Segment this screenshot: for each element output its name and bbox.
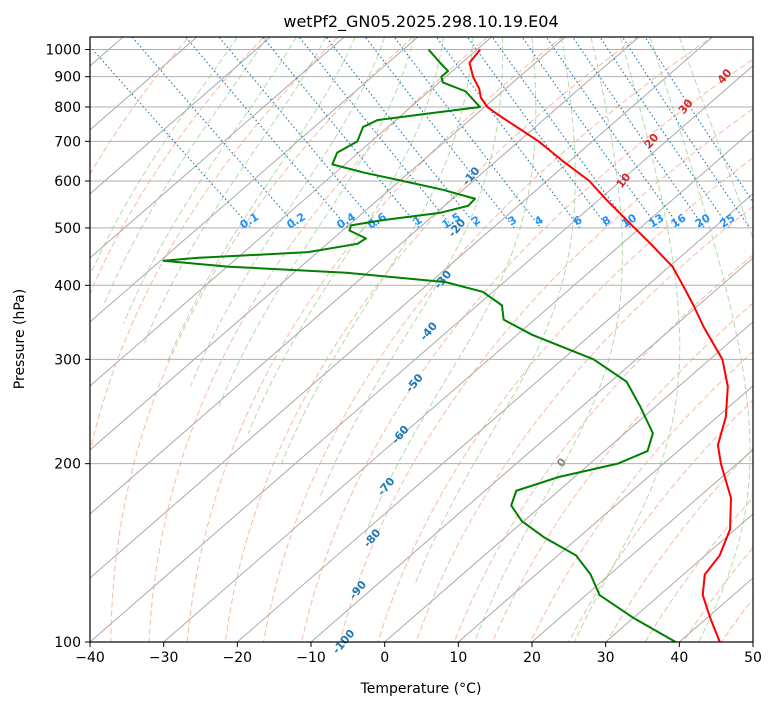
x-tick-label: 0 xyxy=(380,650,389,666)
y-tick-label: 700 xyxy=(54,134,81,150)
x-tick-label: −30 xyxy=(149,650,179,666)
y-tick-label: 300 xyxy=(54,352,81,368)
x-tick-label: −10 xyxy=(296,650,326,666)
x-tick-label: 20 xyxy=(523,650,541,666)
x-tick-label: 40 xyxy=(670,650,688,666)
y-tick-label: 900 xyxy=(54,70,81,86)
y-tick-label: 200 xyxy=(54,457,81,473)
x-tick-label: 10 xyxy=(449,650,467,666)
y-tick-label: 800 xyxy=(54,100,81,116)
chart-title: wetPf2_GN05.2025.298.10.19.E04 xyxy=(283,12,558,32)
x-axis-label: Temperature (°C) xyxy=(360,681,482,697)
y-axis-label: Pressure (hPa) xyxy=(12,289,28,389)
y-tick-label: 500 xyxy=(54,221,81,237)
y-tick-label: 1000 xyxy=(45,43,81,59)
x-tick-label: −20 xyxy=(223,650,253,666)
x-tick-label: 30 xyxy=(597,650,615,666)
y-tick-label: 400 xyxy=(54,278,81,294)
y-tick-label: 600 xyxy=(54,174,81,190)
y-tick-label: 100 xyxy=(54,635,81,651)
x-tick-label: −40 xyxy=(75,650,105,666)
x-tick-label: 50 xyxy=(744,650,762,666)
